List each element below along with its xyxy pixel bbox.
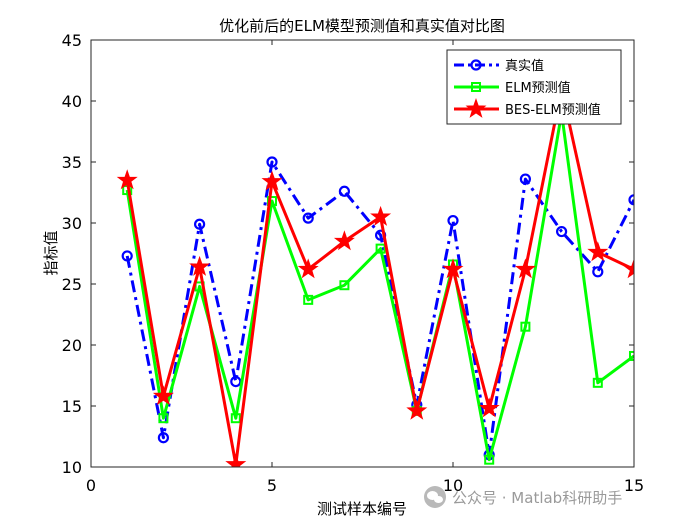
legend-marker-series-1 [470,59,482,71]
watermark: 公众号 · Matlab科研助手 [424,484,622,510]
data-point-bes-elm [189,255,211,276]
data-point-bes-elm [261,170,283,191]
data-point-series-1 [230,376,242,388]
wechat-icon [424,486,446,508]
data-point-bes-elm [370,205,392,226]
y-tick-label: 20 [62,336,82,355]
legend-marker-bes-elm [465,97,487,118]
x-tick-label: 0 [86,476,96,495]
data-point-bes-elm [225,453,247,467]
legend-label-elm: ELM预测值 [505,80,571,96]
legend-label-bes-elm: BES-ELM预测值 [505,102,601,118]
data-point-series-1 [266,156,278,168]
data-point-elm [592,377,603,388]
x-tick-label: 10 [443,476,463,495]
x-tick-label: 5 [267,476,277,495]
axes-box [90,39,635,468]
data-point-series-1 [302,212,314,224]
data-point-elm [629,350,634,361]
y-tick-label: 45 [62,31,82,50]
data-point-elm [158,413,169,424]
y-tick-label: 35 [62,153,82,172]
data-point-series-1 [157,432,169,444]
data-point-elm [303,294,314,305]
data-point-bes-elm [442,258,464,279]
data-point-bes-elm [478,397,500,418]
data-point-series-1 [519,173,532,185]
data-point-bes-elm [297,258,319,279]
data-point-elm [520,321,531,332]
legend: 真实值 ELM预测值 BES-ELM预测值 [446,49,622,125]
data-point-elm [230,413,241,424]
x-tick-label: 15 [624,476,644,495]
legend-label-series-1: 真实值 [505,58,544,74]
y-tick-label: 30 [62,214,82,233]
series-series-1 [121,156,634,461]
data-point-bes-elm [152,385,174,406]
chart-title: 优化前后的ELM模型预测值和真实值对比图 [219,17,505,35]
y-tick-label: 10 [62,458,82,477]
legend-marker-elm [471,82,481,92]
y-axis-label: 指标值 [42,230,60,275]
data-point-series-1 [628,194,634,206]
series-layer [116,77,634,467]
data-point-series-1 [555,225,568,238]
x-axis-label: 测试样本编号 [317,500,407,518]
watermark-text: 公众号 · Matlab科研助手 [452,488,623,507]
data-point-bes-elm [514,258,536,279]
data-point-series-1 [194,218,206,230]
data-point-series-1 [338,185,350,197]
data-point-bes-elm [116,169,138,190]
data-point-elm [339,280,350,291]
y-tick-label: 40 [62,92,82,111]
series-line-series-1 [125,160,634,457]
data-point-bes-elm [333,230,355,251]
data-point-series-1 [121,250,133,262]
y-tick-label: 15 [62,397,82,416]
y-tick-label: 25 [62,275,82,294]
ticks-layer: 0 5 10 15 10 15 20 25 30 35 40 45 [62,31,645,495]
data-point-elm [375,243,386,254]
data-point-bes-elm [623,258,634,279]
data-point-series-1 [447,214,459,227]
data-point-series-1 [592,266,604,278]
data-point-bes-elm [587,241,609,262]
data-point-elm [484,454,495,465]
data-point-bes-elm [406,399,428,420]
